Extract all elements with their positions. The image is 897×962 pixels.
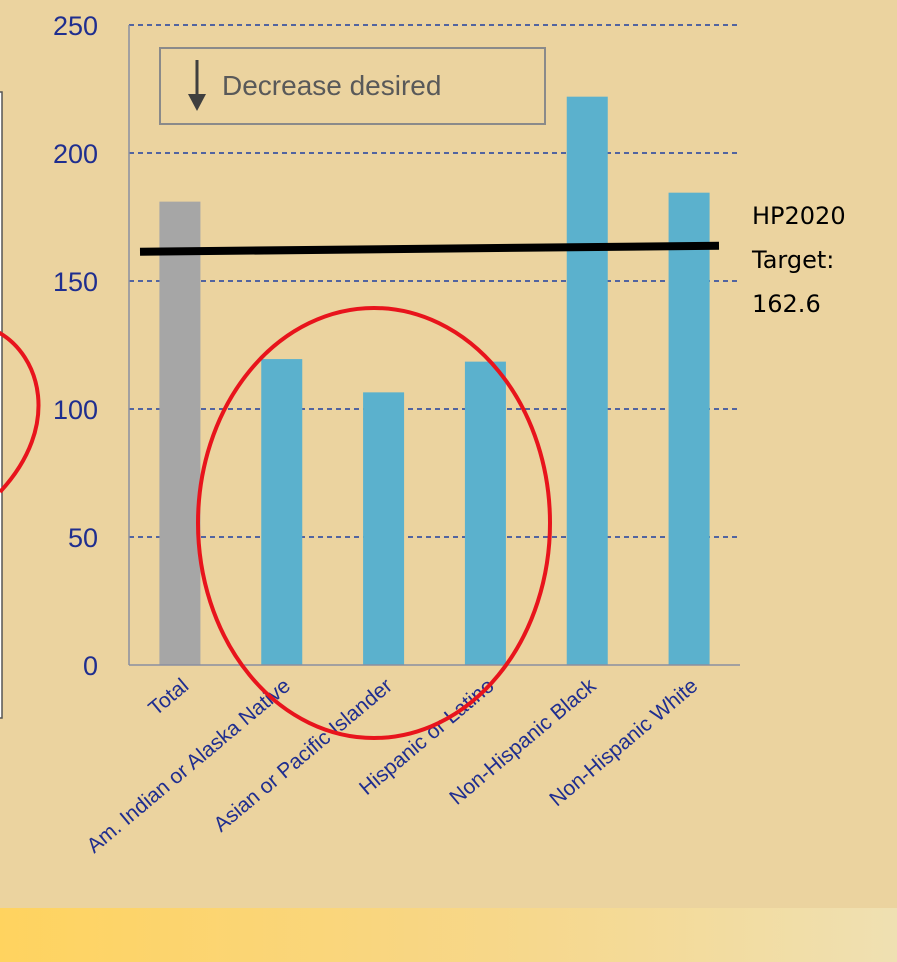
bar	[363, 392, 405, 665]
category-label: Asian or Pacific Islander	[209, 674, 396, 836]
legend-box: Decrease desired	[159, 47, 546, 125]
left-edge-panel	[0, 91, 3, 719]
bars	[159, 96, 710, 666]
legend-text: Decrease desired	[222, 70, 441, 101]
category-label: Am. Indian or Alaska Native	[83, 674, 295, 857]
y-tick-label: 150	[53, 267, 98, 297]
y-tick-label: 100	[53, 395, 98, 425]
target-line	[139, 241, 720, 256]
highlight-ellipse	[196, 306, 552, 740]
gridlines	[129, 24, 740, 538]
category-label: Total	[144, 674, 193, 720]
target-label-line-3: 162.6	[752, 290, 821, 318]
y-axis-tick-labels: 0 50 100 150 200 250	[53, 11, 98, 681]
target-label-line-2: Target:	[751, 246, 834, 274]
bar	[464, 361, 506, 665]
bar	[668, 192, 710, 665]
footer-band	[0, 908, 897, 962]
bar	[566, 96, 608, 666]
y-tick-label: 50	[68, 523, 98, 553]
highlight-ellipse-left-partial	[0, 330, 41, 494]
bar	[261, 359, 303, 665]
y-tick-label: 200	[53, 139, 98, 169]
y-tick-label: 0	[83, 651, 98, 681]
bar	[159, 201, 201, 665]
down-arrow-icon	[188, 60, 206, 111]
y-tick-label: 250	[53, 11, 98, 41]
target-label-line-1: HP2020	[752, 202, 846, 230]
